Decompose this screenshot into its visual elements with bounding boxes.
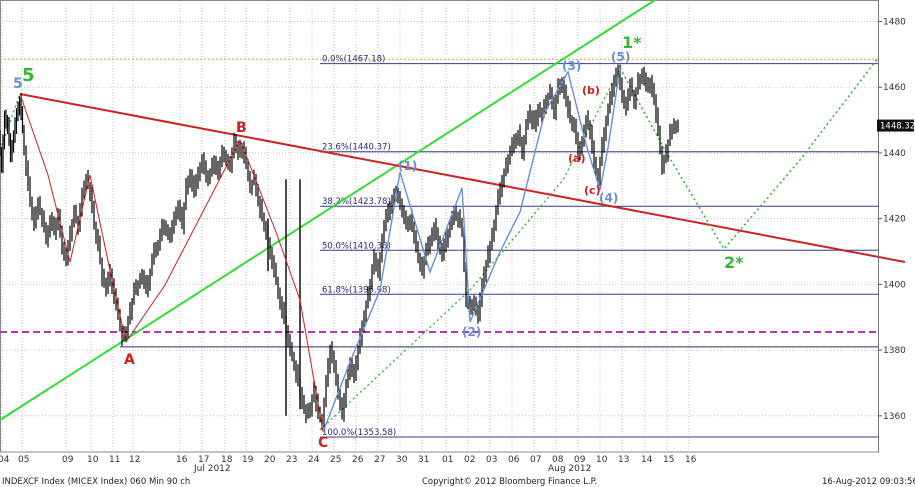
fib-label: 100.0%(1353.58) [322,428,396,438]
fib-label: 23.6%(1440.37) [322,143,391,153]
x-tick-label: 02 [464,455,475,465]
y-tick-label: 1400 [883,280,906,290]
y-tick-label: 1420 [883,215,906,225]
x-tick-label: 30 [396,455,408,465]
fib-label: 38.2%(1423.78) [322,197,391,207]
x-tick-label: 31 [418,455,429,465]
x-tick-label: 14 [641,455,653,465]
grid [0,0,879,453]
y-tick-label: 1440 [883,149,906,159]
wave-labels: 5 A B C (1) (2) (3) (4) (5) (a) (b) (c) 1* 2* 5 [13,33,744,451]
x-tick-label: 26 [352,455,364,465]
red-abc-zigzag [19,93,324,433]
x-tick-label: 27 [374,455,385,465]
x-tick-label: 04 [0,455,10,465]
x-tick-label: 25 [330,455,341,465]
chart-title: INDEXCF Index (MICEX Index) 060 Min 90 c… [2,477,190,487]
wave-label: (c) [584,184,601,197]
horizontal-lines [0,58,878,348]
y-tick-label: 1480 [883,17,906,27]
timestamp-text: 16-Aug-2012 09:03:56 [822,477,915,487]
x-tick-label: 09 [574,455,586,465]
x-tick-label: 15 [663,455,674,465]
x-tick-label: 08 [552,455,564,465]
wave-label: (2) [462,325,481,339]
wave-label: 5 [22,65,35,86]
y-tick-label: 1460 [883,83,906,93]
plot-border [0,0,879,453]
green-dotted-projection [619,57,879,251]
copyright-text: Copyright© 2012 Bloomberg Finance L.P. [422,477,597,487]
x-tick-label: 13 [618,455,629,465]
wave-label: 2* [724,253,744,272]
price-candles [0,64,679,430]
x-axis: 04 05 09 10 11 12 16 17 18 19 20 23 24 25 26 27 30 31 01 02… [0,455,697,474]
last-price-box [877,119,914,132]
wave-label: A [124,352,135,368]
x-tick-label: 06 [508,455,520,465]
x-tick-label: 11 [109,455,120,465]
x-tick-label: 01 [442,455,453,465]
fib-label: 0.0%(1467.18) [322,55,385,65]
wave-label: 1* [622,33,642,52]
month-label: Aug 2012 [548,464,591,474]
wave-label: (1) [398,159,417,173]
wave-label: (4) [599,191,618,205]
wave-label: (3) [562,59,581,73]
y-tick-label: 1380 [883,346,906,356]
x-tick-label: 20 [264,455,276,465]
x-tick-label: 10 [596,455,608,465]
last-price-label: 1448.32 [880,122,915,132]
wave-label-5-blue: 5 [13,76,23,92]
fib-label: 61.8%(1396.98) [322,285,391,295]
wave-lines [19,67,621,433]
wave-label: (a) [568,152,585,165]
trend-lines [0,0,906,431]
x-tick-label: 03 [486,455,497,465]
y-tick-label: 1360 [883,412,906,422]
x-tick-label: 07 [530,455,541,465]
x-tick-label: 17 [198,455,209,465]
green-channel-line [0,0,656,421]
red-resistance-line [19,93,906,263]
x-tick-label: 23 [286,455,297,465]
x-tick-label: 09 [62,455,74,465]
x-tick-label: 16 [685,455,697,465]
x-tick-label: 05 [18,455,29,465]
blue-wave-path [322,67,621,433]
wave-label: (5) [611,50,630,64]
x-tick-label: 19 [242,455,254,465]
fib-label: 50.0%(1410.38) [322,241,391,251]
x-tick-label: 10 [87,455,99,465]
fibonacci-levels: 0.0%(1467.18) 23.6%(1440.37) 38.2%(1423.78… [320,55,878,438]
wave-label: C [318,435,328,451]
footer: INDEXCF Index (MICEX Index) 060 Min 90 c… [2,477,915,487]
x-tick-label: 24 [308,455,320,465]
x-tick-label: 16 [176,455,188,465]
wave-label: (b) [582,84,600,97]
y-axis: 1360 1380 1400 1420 1440 1460 1480 1448.32 [877,0,915,452]
month-label: Jul 2012 [193,464,231,474]
x-tick-label: 18 [221,455,233,465]
wave-label: B [236,120,247,136]
x-tick-label: 12 [129,455,140,465]
